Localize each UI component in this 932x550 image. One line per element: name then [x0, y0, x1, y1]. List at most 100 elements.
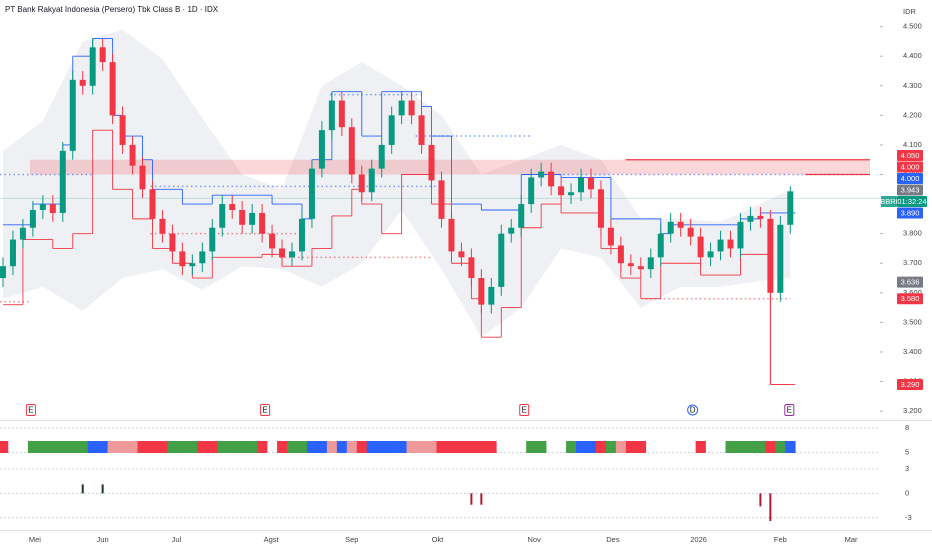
currency-label: IDR	[903, 7, 917, 16]
price-label-box	[897, 161, 923, 173]
state-strip	[336, 441, 348, 453]
oscillator-bar	[470, 493, 473, 505]
state-strip	[755, 441, 766, 453]
x-tick-label: Nov	[528, 535, 542, 544]
state-strip	[0, 441, 9, 453]
state-strip	[247, 441, 258, 453]
state-strip	[765, 441, 776, 453]
candle-body	[59, 150, 66, 213]
price-label-box	[897, 293, 923, 305]
event-marker	[687, 404, 699, 416]
state-strip	[326, 441, 338, 453]
candle-body	[558, 186, 565, 196]
candle-body	[697, 236, 704, 258]
state-strip	[605, 441, 617, 453]
candle-body	[448, 218, 455, 252]
candle-body	[209, 227, 216, 252]
candle-body	[727, 239, 734, 249]
state-strip	[47, 441, 59, 453]
state-strip	[436, 441, 447, 453]
candle-body	[338, 100, 345, 128]
candle-body	[498, 233, 505, 287]
candle-body	[159, 218, 166, 234]
candle-body	[687, 227, 694, 237]
event-label: E	[262, 406, 267, 415]
state-strip	[526, 441, 537, 453]
candle-body	[757, 215, 764, 219]
candle-body	[19, 227, 26, 240]
state-strip	[117, 441, 128, 453]
state-strip	[167, 441, 178, 453]
candle-body	[318, 130, 325, 169]
candle-body	[787, 191, 794, 225]
indicator-tick-label: 3	[905, 464, 909, 473]
y-tick-label: 3.500	[903, 317, 922, 326]
candle-body	[528, 177, 535, 205]
candle-body	[99, 47, 106, 63]
candle-body	[468, 257, 475, 279]
state-strip	[476, 441, 487, 453]
state-strip	[446, 441, 457, 453]
oscillator-bar	[101, 484, 104, 494]
price-label-box	[897, 207, 923, 219]
oscillator-bar	[759, 493, 762, 507]
candle-body	[518, 204, 525, 228]
candle-body	[408, 100, 415, 116]
y-tick-label: 3.800	[903, 229, 922, 238]
candle-body	[617, 245, 624, 264]
candle-body	[279, 248, 286, 258]
price-label-box	[897, 172, 923, 184]
candle-body	[508, 227, 515, 234]
candle-body	[0, 266, 6, 279]
event-marker	[784, 404, 795, 416]
candle-body	[328, 100, 335, 131]
candle-body	[358, 174, 365, 193]
candle-body	[458, 251, 465, 258]
candle-body	[578, 177, 585, 193]
state-strip	[695, 441, 706, 453]
state-strip	[775, 441, 786, 453]
candle-body	[767, 218, 774, 293]
candle-body	[109, 62, 116, 116]
candle-body	[368, 168, 375, 193]
event-label: D	[690, 406, 696, 415]
state-strip	[257, 441, 268, 453]
candle-body	[478, 278, 485, 305]
candle-body	[9, 239, 16, 267]
state-strip	[396, 441, 407, 453]
y-tick-label: 4.300	[903, 81, 922, 90]
chart-title: PT Bank Rakyat Indonesia (Persero) Tbk C…	[5, 5, 219, 14]
oscillator-bar	[480, 493, 483, 505]
y-tick-label: 4.500	[903, 22, 922, 31]
x-tick-label: Jul	[172, 535, 182, 544]
state-strip	[27, 441, 39, 453]
price-label: 4.050	[901, 151, 920, 160]
state-strip	[57, 441, 69, 453]
candle-body	[677, 221, 684, 228]
candle-body	[199, 251, 206, 264]
price-label: 3.636	[901, 278, 920, 287]
state-strip	[366, 441, 378, 453]
state-strip	[127, 441, 138, 453]
state-strip	[745, 441, 756, 453]
candle-body	[398, 100, 405, 116]
state-strip	[107, 441, 118, 453]
x-tick-label: Mar	[845, 535, 858, 544]
candle-body	[69, 79, 76, 151]
candle-body	[169, 233, 176, 252]
state-strip	[207, 441, 218, 453]
y-tick-label: 4.100	[903, 140, 922, 149]
candle-body	[79, 79, 86, 86]
state-strip	[67, 441, 79, 453]
state-strip	[346, 441, 358, 453]
state-strip	[306, 441, 318, 453]
state-strip	[735, 441, 746, 453]
state-strip	[177, 441, 188, 453]
candle-body	[219, 204, 226, 228]
state-strip	[566, 441, 577, 453]
state-strip	[635, 441, 647, 453]
state-strip	[97, 441, 108, 453]
x-tick-label: Mei	[29, 535, 41, 544]
candle-body	[378, 144, 385, 169]
candle-body	[179, 251, 186, 267]
